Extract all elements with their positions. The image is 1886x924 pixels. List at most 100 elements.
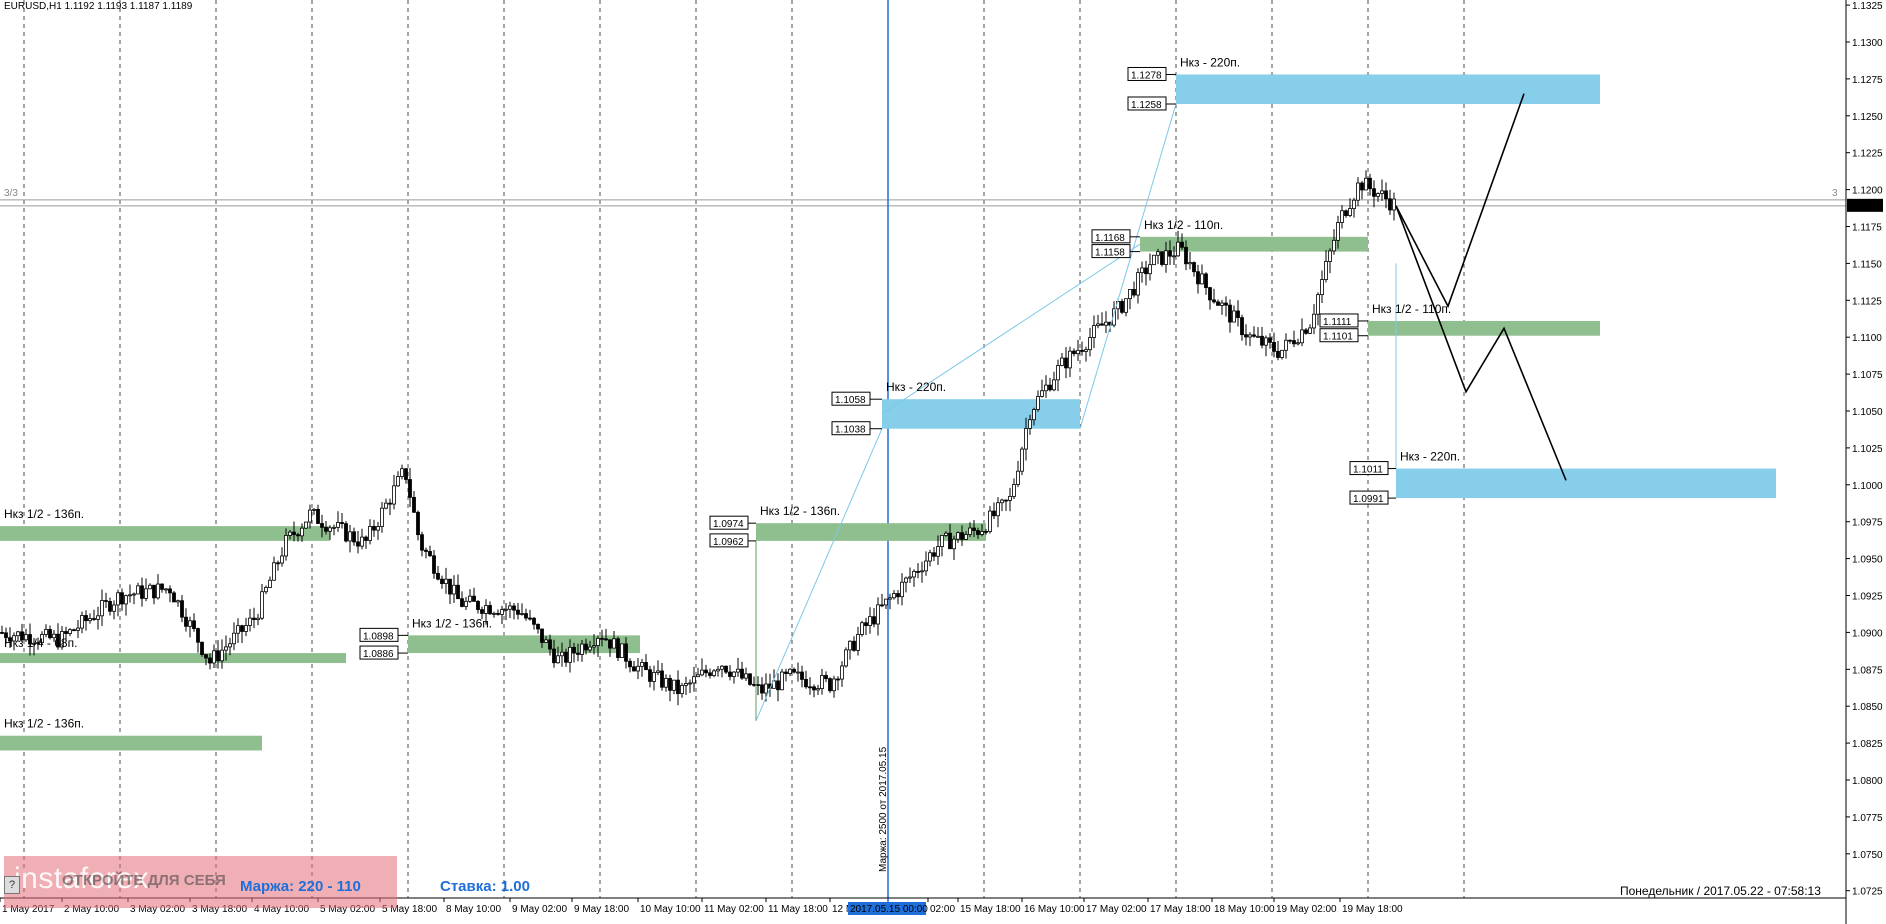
- price-tick-label: 1.1175: [1852, 223, 1882, 234]
- candle-body: [140, 585, 144, 599]
- candle-body: [488, 605, 492, 615]
- candle-body: [1392, 198, 1396, 211]
- candle-body: [884, 598, 888, 606]
- zone-label: Нкз - 220п.: [1180, 55, 1240, 69]
- candle-body: [636, 665, 640, 672]
- candle-body: [292, 531, 296, 536]
- candle-body: [1184, 246, 1188, 265]
- time-label: 5 May 02:00: [320, 904, 375, 915]
- candle-body: [16, 631, 20, 637]
- candle-body: [464, 600, 468, 607]
- candle-body: [80, 615, 84, 629]
- candle-body: [1312, 313, 1316, 329]
- price-box-label: 1.1168: [1095, 233, 1125, 244]
- candle-body: [332, 526, 336, 529]
- candle-body: [364, 536, 368, 541]
- price-tick-label: 1.0850: [1852, 702, 1883, 713]
- candle-body: [480, 609, 484, 614]
- candle-body: [732, 671, 736, 677]
- candle-body: [236, 625, 240, 634]
- help-button[interactable]: ?: [4, 876, 20, 894]
- candle-body: [820, 675, 824, 689]
- candle-body: [772, 680, 776, 689]
- candle-body: [4, 632, 8, 639]
- candle-body: [1072, 350, 1076, 355]
- candle-body: [840, 665, 844, 680]
- candle-body: [520, 613, 524, 615]
- price-box-label: 1.0886: [363, 649, 394, 660]
- candle-body: [108, 601, 112, 612]
- candle-body: [876, 604, 880, 625]
- server-datetime: Понедельник / 2017.05.22 - 07:58:13: [1620, 884, 1821, 898]
- candle-body: [152, 584, 156, 599]
- candle-body: [564, 651, 568, 663]
- candle-body: [1156, 251, 1160, 256]
- price-tick-label: 1.0800: [1852, 776, 1883, 787]
- candle-body: [400, 468, 404, 477]
- time-label: 19 May 18:00: [1342, 904, 1403, 915]
- candle-body: [1100, 323, 1104, 326]
- candle-body: [988, 510, 992, 532]
- price-tick-label: 1.1000: [1852, 481, 1883, 492]
- candle-body: [1372, 188, 1376, 197]
- candle-body: [524, 613, 528, 619]
- candle-body: [652, 672, 656, 682]
- time-label: 3 May 02:00: [130, 904, 185, 915]
- candle-body: [512, 605, 516, 611]
- candle-body: [632, 666, 636, 672]
- candle-body: [672, 679, 676, 691]
- candle-body: [1344, 210, 1348, 216]
- candle-body: [1028, 419, 1032, 429]
- candle-body: [584, 643, 588, 651]
- candle-body: [752, 683, 756, 686]
- candle-body: [700, 669, 704, 676]
- candle-body: [1004, 499, 1008, 502]
- candle-body: [728, 671, 732, 677]
- candle-body: [640, 662, 644, 667]
- candle-body: [880, 604, 884, 607]
- candle-body: [432, 555, 436, 574]
- candle-body: [272, 562, 276, 581]
- candle-body: [960, 532, 964, 540]
- candle-body: [248, 617, 252, 626]
- price-box-label: 1.1258: [1131, 100, 1162, 111]
- candle-body: [1164, 250, 1168, 265]
- candle-body: [1332, 239, 1336, 252]
- price-tick-label: 1.1275: [1852, 75, 1883, 86]
- zone-rect: [1368, 320, 1600, 336]
- candle-body: [472, 595, 476, 602]
- candle-body: [1232, 310, 1236, 323]
- candle-body: [1064, 357, 1068, 369]
- candle-body: [204, 654, 208, 659]
- candle-body: [380, 507, 384, 527]
- candle-body: [92, 618, 96, 620]
- candle-body: [112, 604, 116, 612]
- candle-body: [624, 643, 628, 662]
- candle-body: [676, 679, 680, 695]
- level-marker-right: 3: [1832, 188, 1838, 199]
- candle-body: [516, 609, 520, 615]
- candle-body: [392, 485, 396, 505]
- candles-layer: [0, 170, 1396, 706]
- candle-body: [172, 592, 176, 603]
- candle-body: [900, 581, 904, 598]
- candle-body: [28, 634, 32, 645]
- candle-body: [156, 583, 160, 599]
- candle-body: [1316, 294, 1320, 315]
- candle-body: [588, 646, 592, 651]
- price-box-label: 1.1101: [1323, 332, 1353, 343]
- candle-body: [736, 668, 740, 673]
- candle-body: [60, 631, 64, 648]
- candle-body: [52, 633, 56, 639]
- candle-body: [628, 660, 632, 668]
- candle-body: [20, 631, 24, 641]
- time-label: 10 May 10:00: [640, 904, 701, 915]
- candle-body: [1364, 177, 1368, 191]
- price-tick-label: 1.1325: [1852, 1, 1883, 12]
- candle-body: [592, 645, 596, 648]
- candle-body: [1196, 271, 1200, 285]
- candle-body: [352, 531, 356, 543]
- candle-body: [448, 578, 452, 595]
- candle-body: [644, 662, 648, 671]
